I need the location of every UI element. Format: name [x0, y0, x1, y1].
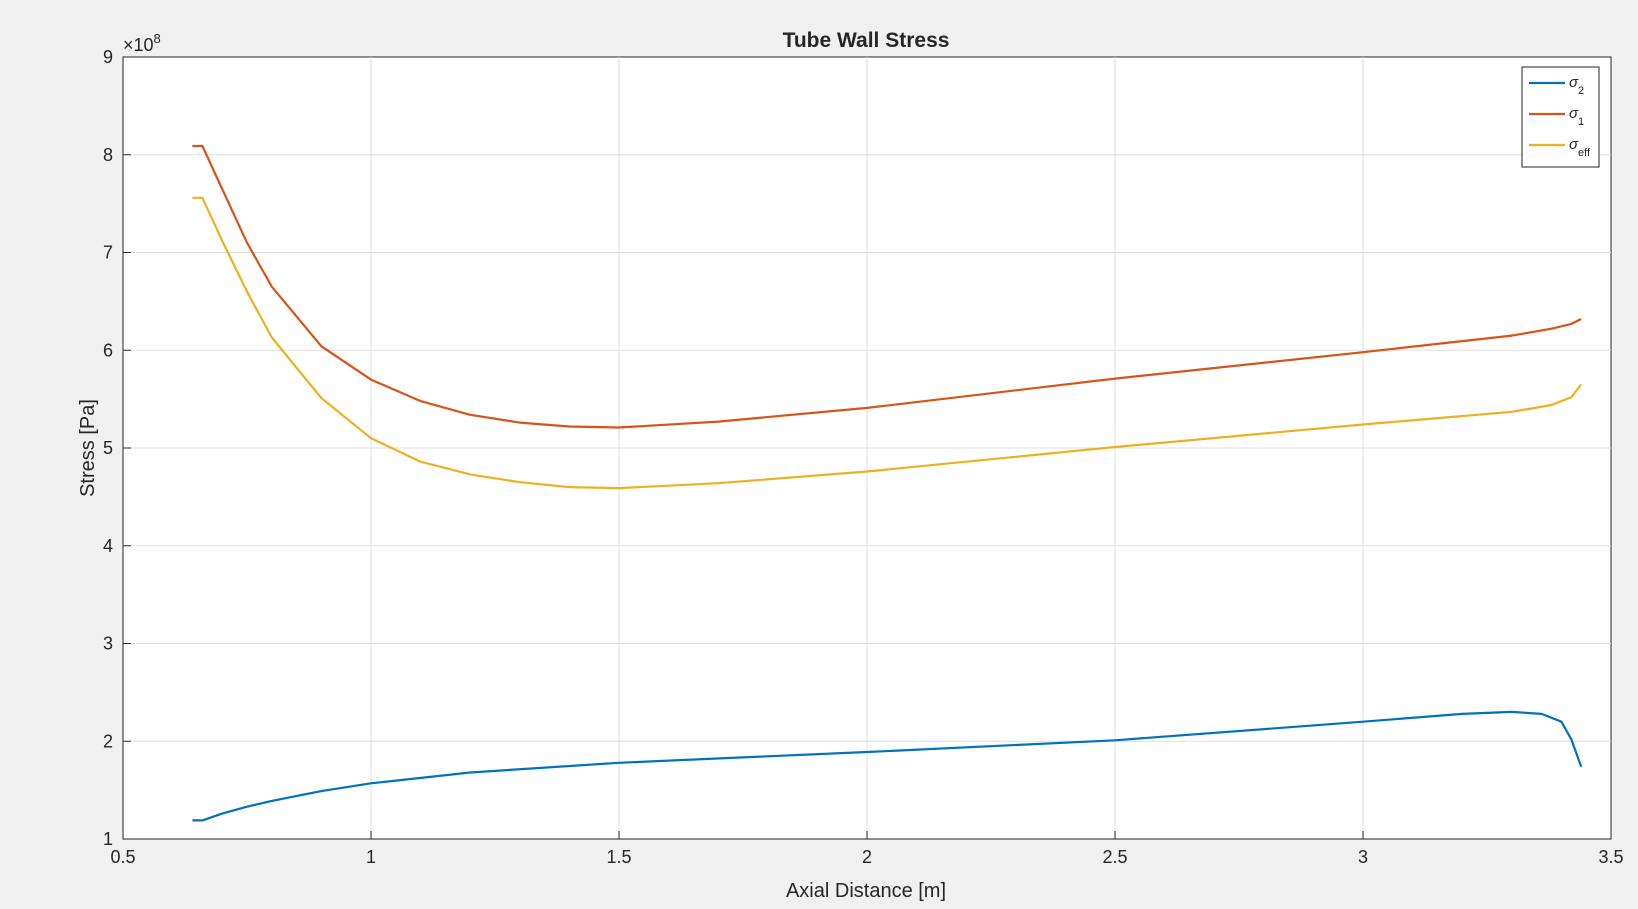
series-line-1 [192, 144, 1582, 429]
legend-subscript: 2 [1578, 85, 1584, 97]
legend-entry-1: σ1 [1569, 105, 1584, 128]
x-tick-label: 2 [862, 847, 872, 867]
y-tick-label: 8 [103, 145, 113, 165]
y-exponent-power: 8 [154, 31, 161, 46]
chart-title: Tube Wall Stress [783, 29, 950, 52]
y-exponent-base: ×10 [123, 35, 154, 55]
x-tick-label: 1.5 [606, 847, 631, 867]
y-axis-ticks: 1 2 3 4 5 6 7 8 9 [103, 47, 131, 849]
x-tick-label: 3 [1358, 847, 1368, 867]
y-tick-label: 5 [103, 438, 113, 458]
y-axis-label: Stress [Pa] [77, 399, 99, 497]
y-tick-label: 6 [103, 340, 113, 360]
series-line-eff [192, 196, 1583, 490]
series-lines [192, 144, 1583, 822]
y-tick-label: 2 [103, 731, 113, 751]
legend-subscript: eff [1578, 147, 1591, 159]
legend-symbol: σ [1569, 74, 1579, 91]
x-tick-label: 1 [366, 847, 376, 867]
x-tick-label: 3.5 [1598, 847, 1623, 867]
legend-subscript: 1 [1578, 116, 1584, 128]
y-tick-label: 1 [103, 829, 113, 849]
x-axis-label: Axial Distance [m] [786, 880, 946, 902]
x-tick-label: 0.5 [110, 847, 135, 867]
y-tick-label: 4 [103, 536, 113, 556]
y-tick-label: 3 [103, 634, 113, 654]
legend-entry-2: σ2 [1569, 74, 1584, 97]
series-line-2 [192, 710, 1583, 822]
y-exponent-label: ×108 [123, 31, 161, 55]
x-axis-ticks: 0.5 1 1.5 2 2.5 3 3.5 [110, 831, 1624, 867]
legend-entry-eff: σeff [1569, 136, 1591, 159]
y-tick-label: 9 [103, 47, 113, 67]
legend-symbol: σ [1569, 105, 1579, 122]
y-tick-label: 7 [103, 243, 113, 263]
grid-lines [123, 57, 1611, 839]
x-tick-label: 2.5 [1102, 847, 1127, 867]
legend-symbol: σ [1569, 136, 1579, 153]
